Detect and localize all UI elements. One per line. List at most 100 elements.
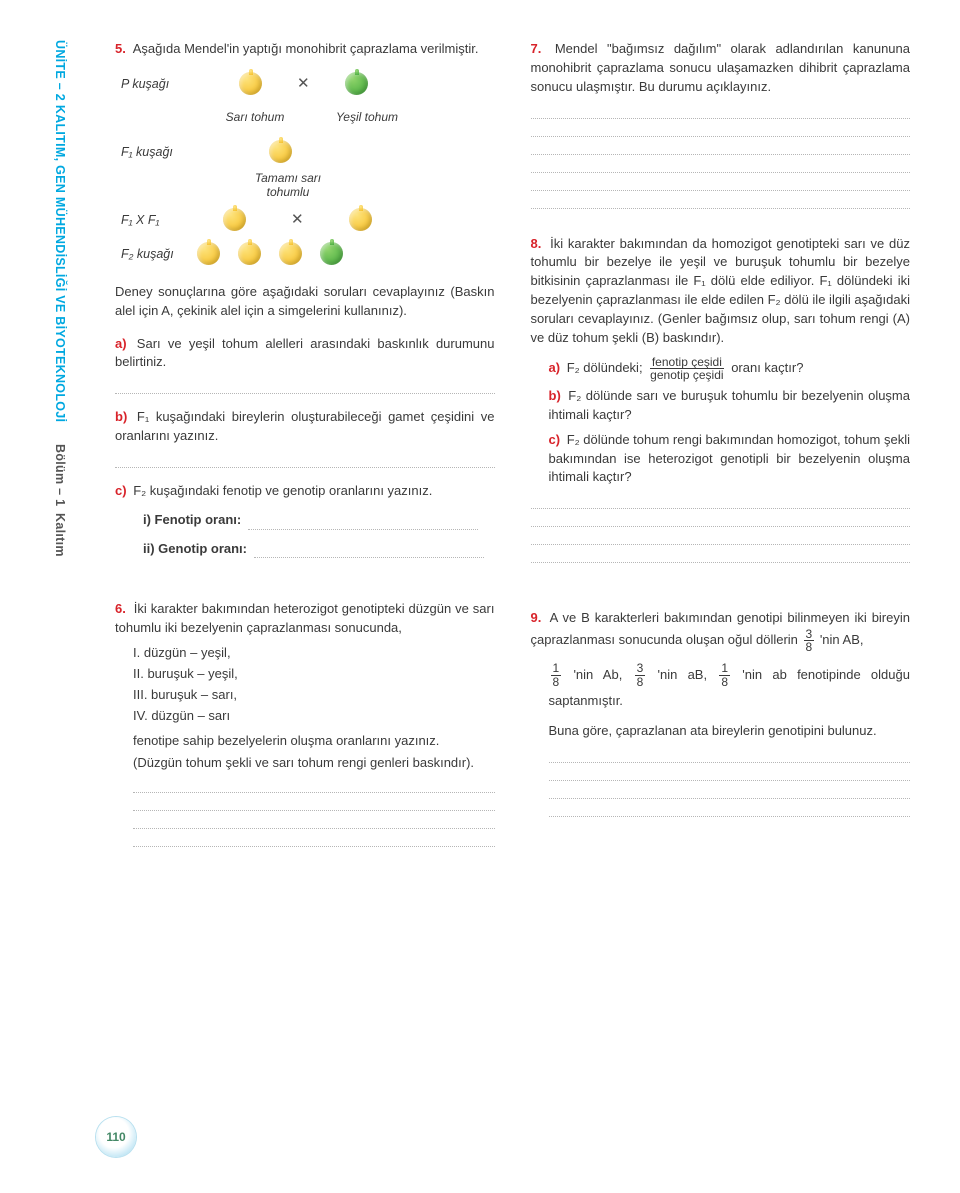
answer-line <box>133 815 495 829</box>
frac-bot: 8 <box>719 676 730 688</box>
q6-i: I. düzgün – yeşil, <box>133 644 495 663</box>
question-5: 5. Aşağıda Mendel'in yaptığı monohibrit … <box>115 40 495 558</box>
q5-c-text: F₂ kuşağındaki fenotip ve genotip oranla… <box>133 483 432 498</box>
f1xf1-row: F₁ X F₁ ✕ <box>121 205 495 235</box>
p-caption-row: Sarı tohum Yeşil tohum <box>121 103 495 133</box>
q6-answer-area <box>115 779 495 847</box>
frac-top: fenotip çeşidi <box>650 356 724 369</box>
q8-a-pre: F₂ dölündeki; <box>567 360 646 375</box>
seed-green-icon <box>320 242 343 265</box>
frac-top: 3 <box>804 628 815 641</box>
tamami-label: Tamamı sarı tohumlu <box>243 172 333 200</box>
f1-row: F₁ kuşağı <box>121 137 495 167</box>
f2-label: F₂ kuşağı <box>121 245 191 263</box>
q9-answer-area <box>531 749 911 817</box>
answer-line <box>115 380 495 394</box>
f1xf1-label: F₁ X F₁ <box>121 211 191 229</box>
q8-c-label: c) <box>549 432 561 447</box>
f1-label: F₁ kuşağı <box>121 143 191 161</box>
f1-caption-row: Tamamı sarı tohumlu <box>121 171 495 201</box>
answer-line <box>133 833 495 847</box>
sidebar-chapter: Kalıtım <box>53 513 67 557</box>
page-number-badge: 110 <box>96 1117 136 1157</box>
q5-a-text: Sarı ve yeşil tohum alelleri arasındaki … <box>115 336 495 370</box>
answer-line <box>531 123 911 137</box>
page-number: 110 <box>106 1130 125 1144</box>
p-label: P kuşağı <box>121 75 191 93</box>
q6-iii: III. buruşuk – sarı, <box>133 686 495 705</box>
answer-line <box>133 797 495 811</box>
yesil-tohum-label: Yeşil tohum <box>335 111 399 125</box>
cross-icon: ✕ <box>297 73 310 95</box>
q6-roman-list: I. düzgün – yeşil, II. buruşuk – yeşil, … <box>133 644 495 725</box>
answer-line <box>115 454 495 468</box>
q6-iv: IV. düzgün – sarı <box>133 707 495 726</box>
answer-line <box>531 495 911 509</box>
answer-line <box>531 195 911 209</box>
q6-body3: (Düzgün tohum şekli ve sarı tohum rengi … <box>115 754 495 773</box>
q8-a-fraction: fenotip çeşidi genotip çeşidi <box>648 356 725 381</box>
right-column: 7. Mendel "bağımsız dağılım" olarak adla… <box>531 40 911 869</box>
q7-num: 7. <box>531 41 542 56</box>
q8-a-post: oranı kaçtır? <box>731 360 803 375</box>
q5-b-text: F₁ kuşağındaki bireylerin oluşturabilece… <box>115 409 495 443</box>
q9-num: 9. <box>531 610 542 625</box>
q8-b-label: b) <box>549 388 561 403</box>
q8-a-label: a) <box>549 360 561 375</box>
q5-body1: Deney sonuçlarına göre aşağıdaki sorular… <box>115 283 495 321</box>
q5-c-label: c) <box>115 483 127 498</box>
worksheet-page: ÜNİTE – 2 KALITIM, GEN MÜHENDİSLİĞİ VE B… <box>0 0 960 1193</box>
question-6: 6. İki karakter bakımından heterozigot g… <box>115 600 495 847</box>
answer-line <box>531 105 911 119</box>
sari-tohum-label: Sarı tohum <box>223 111 287 125</box>
seed-yellow-icon <box>197 242 220 265</box>
seed-yellow-icon <box>349 208 372 231</box>
p-row: P kuşağı ✕ <box>121 69 495 99</box>
q9-last: Buna göre, çaprazlanan ata bireylerin ge… <box>531 722 911 741</box>
q8-c-text: F₂ dölünde tohum rengi bakımından homozi… <box>549 432 911 485</box>
content-columns: 5. Aşağıda Mendel'in yaptığı monohibrit … <box>115 40 910 869</box>
q5-ii-label: ii) Genotip oranı: <box>143 541 247 556</box>
question-7: 7. Mendel "bağımsız dağılım" olarak adla… <box>531 40 911 209</box>
answer-line <box>549 767 911 781</box>
seed-yellow-icon <box>238 242 261 265</box>
q5-diagram: P kuşağı ✕ Sarı tohum Yeşil tohum <box>121 69 495 269</box>
answer-line <box>531 549 911 563</box>
frac-top: 3 <box>635 662 646 675</box>
frac-bot: 8 <box>635 676 646 688</box>
q6-num: 6. <box>115 601 126 616</box>
q9-f2-post: 'nin Ab, <box>573 667 632 682</box>
answer-line <box>248 529 478 530</box>
q6-ii: II. buruşuk – yeşil, <box>133 665 495 684</box>
answer-line <box>531 177 911 191</box>
left-column: 5. Aşağıda Mendel'in yaptığı monohibrit … <box>115 40 495 869</box>
frac-top: 1 <box>551 662 562 675</box>
cross-icon: ✕ <box>291 209 304 231</box>
question-8: 8. İki karakter bakımından da homozigot … <box>531 235 911 564</box>
q5-num: 5. <box>115 41 126 56</box>
answer-line <box>549 785 911 799</box>
q7-answer-area <box>531 105 911 209</box>
sidebar-section: Bölüm – 1 <box>53 444 67 506</box>
sidebar-unit: ÜNİTE – 2 KALITIM, GEN MÜHENDİSLİĞİ VE B… <box>53 40 67 422</box>
q6-body2: fenotipe sahip bezelyelerin oluşma oranl… <box>115 732 495 751</box>
seed-yellow-icon <box>269 140 292 163</box>
answer-line <box>549 803 911 817</box>
frac-bot: 8 <box>551 676 562 688</box>
q5-a-label: a) <box>115 336 127 351</box>
q8-b-text: F₂ dölünde sarı ve buruşuk tohumlu bir b… <box>549 388 911 422</box>
frac-bot: 8 <box>804 641 815 653</box>
seed-yellow-icon <box>279 242 302 265</box>
answer-line <box>549 749 911 763</box>
answer-line <box>531 141 911 155</box>
seed-green-icon <box>345 72 368 95</box>
frac-3-8b: 3 8 <box>635 662 646 687</box>
seed-yellow-icon <box>223 208 246 231</box>
q5-intro: Aşağıda Mendel'in yaptığı monohibrit çap… <box>133 41 479 56</box>
answer-line <box>531 531 911 545</box>
frac-bot: genotip çeşidi <box>648 369 725 381</box>
q6-intro: İki karakter bakımından heterozigot geno… <box>115 601 494 635</box>
seed-yellow-icon <box>239 72 262 95</box>
answer-line <box>531 513 911 527</box>
frac-top: 1 <box>719 662 730 675</box>
